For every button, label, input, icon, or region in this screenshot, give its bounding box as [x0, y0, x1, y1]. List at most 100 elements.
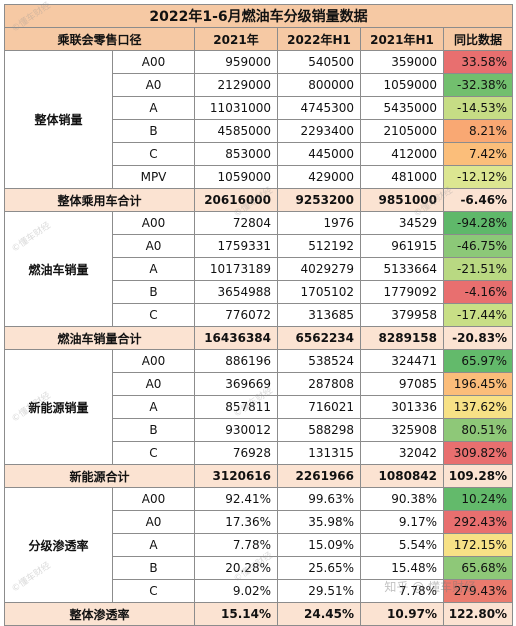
- category-cell: B: [113, 419, 195, 442]
- value-2022h1-cell: 99.63%: [278, 488, 361, 511]
- yoy-cell: 279.43%: [444, 580, 513, 603]
- value-2022h1-cell: 429000: [278, 166, 361, 189]
- value-2022h1-cell: 4029279: [278, 258, 361, 281]
- value-2021-cell: 930012: [195, 419, 278, 442]
- value-2021-cell: 857811: [195, 396, 278, 419]
- category-cell: C: [113, 143, 195, 166]
- value-2021h1-cell: 324471: [361, 350, 444, 373]
- value-2022h1-cell: 25.65%: [278, 557, 361, 580]
- value-2021-cell: 886196: [195, 350, 278, 373]
- category-cell: C: [113, 304, 195, 327]
- yoy-cell: 292.43%: [444, 511, 513, 534]
- category-cell: A00: [113, 488, 195, 511]
- summary-v2021-cell: 16436384: [195, 327, 278, 350]
- value-2021h1-cell: 412000: [361, 143, 444, 166]
- value-2021h1-cell: 32042: [361, 442, 444, 465]
- value-2022h1-cell: 313685: [278, 304, 361, 327]
- header-row: 乘联会零售口径 2021年 2022年H1 2021年H1 同比数据: [5, 28, 513, 51]
- summary-yoy-cell: -20.83%: [444, 327, 513, 350]
- category-cell: A00: [113, 51, 195, 74]
- value-2021h1-cell: 5435000: [361, 97, 444, 120]
- summary-v2021-cell: 15.14%: [195, 603, 278, 626]
- value-2021h1-cell: 1059000: [361, 74, 444, 97]
- yoy-cell: 196.45%: [444, 373, 513, 396]
- group-label: 分级渗透率: [5, 488, 113, 603]
- value-2021-cell: 369669: [195, 373, 278, 396]
- yoy-cell: -17.44%: [444, 304, 513, 327]
- value-2021-cell: 72804: [195, 212, 278, 235]
- yoy-cell: -12.12%: [444, 166, 513, 189]
- summary-v2021-cell: 3120616: [195, 465, 278, 488]
- value-2021h1-cell: 359000: [361, 51, 444, 74]
- summary-yoy-cell: -6.46%: [444, 189, 513, 212]
- category-cell: A: [113, 258, 195, 281]
- summary-v2021-cell: 20616000: [195, 189, 278, 212]
- value-2021h1-cell: 2105000: [361, 120, 444, 143]
- value-2021h1-cell: 379958: [361, 304, 444, 327]
- value-2022h1-cell: 800000: [278, 74, 361, 97]
- category-cell: A0: [113, 235, 195, 258]
- yoy-cell: 10.24%: [444, 488, 513, 511]
- header-yoy: 同比数据: [444, 28, 513, 51]
- value-2021h1-cell: 961915: [361, 235, 444, 258]
- category-cell: A: [113, 534, 195, 557]
- value-2021h1-cell: 15.48%: [361, 557, 444, 580]
- summary-v2021h1-cell: 9851000: [361, 189, 444, 212]
- value-2021h1-cell: 1779092: [361, 281, 444, 304]
- yoy-cell: 309.82%: [444, 442, 513, 465]
- header-2021: 2021年: [195, 28, 278, 51]
- value-2022h1-cell: 131315: [278, 442, 361, 465]
- value-2022h1-cell: 716021: [278, 396, 361, 419]
- summary-v2021h1-cell: 1080842: [361, 465, 444, 488]
- value-2022h1-cell: 1705102: [278, 281, 361, 304]
- value-2021-cell: 2129000: [195, 74, 278, 97]
- yoy-cell: 7.42%: [444, 143, 513, 166]
- yoy-cell: -94.28%: [444, 212, 513, 235]
- category-cell: A0: [113, 373, 195, 396]
- value-2021-cell: 11031000: [195, 97, 278, 120]
- category-cell: A00: [113, 212, 195, 235]
- summary-v2021h1-cell: 10.97%: [361, 603, 444, 626]
- value-2021-cell: 10173189: [195, 258, 278, 281]
- yoy-cell: -4.16%: [444, 281, 513, 304]
- group-label: 整体销量: [5, 51, 113, 189]
- value-2021h1-cell: 325908: [361, 419, 444, 442]
- yoy-cell: 80.51%: [444, 419, 513, 442]
- value-2021-cell: 20.28%: [195, 557, 278, 580]
- value-2021h1-cell: 481000: [361, 166, 444, 189]
- yoy-cell: 65.68%: [444, 557, 513, 580]
- value-2021-cell: 1059000: [195, 166, 278, 189]
- category-cell: A: [113, 396, 195, 419]
- value-2021-cell: 1759331: [195, 235, 278, 258]
- summary-label: 整体渗透率: [5, 603, 195, 626]
- value-2021h1-cell: 5133664: [361, 258, 444, 281]
- value-2021h1-cell: 9.17%: [361, 511, 444, 534]
- value-2022h1-cell: 1976: [278, 212, 361, 235]
- value-2021-cell: 959000: [195, 51, 278, 74]
- value-2021h1-cell: 90.38%: [361, 488, 444, 511]
- value-2022h1-cell: 15.09%: [278, 534, 361, 557]
- value-2021-cell: 9.02%: [195, 580, 278, 603]
- summary-yoy-cell: 122.80%: [444, 603, 513, 626]
- value-2022h1-cell: 512192: [278, 235, 361, 258]
- yoy-cell: -14.53%: [444, 97, 513, 120]
- value-2022h1-cell: 29.51%: [278, 580, 361, 603]
- category-cell: B: [113, 281, 195, 304]
- category-cell: A: [113, 97, 195, 120]
- value-2022h1-cell: 540500: [278, 51, 361, 74]
- yoy-cell: 172.15%: [444, 534, 513, 557]
- value-2021-cell: 776072: [195, 304, 278, 327]
- yoy-cell: 8.21%: [444, 120, 513, 143]
- summary-label: 整体乘用车合计: [5, 189, 195, 212]
- category-cell: C: [113, 442, 195, 465]
- category-cell: A0: [113, 511, 195, 534]
- group-label: 燃油车销量: [5, 212, 113, 327]
- header-2022h1: 2022年H1: [278, 28, 361, 51]
- summary-v2022h1-cell: 2261966: [278, 465, 361, 488]
- value-2022h1-cell: 538524: [278, 350, 361, 373]
